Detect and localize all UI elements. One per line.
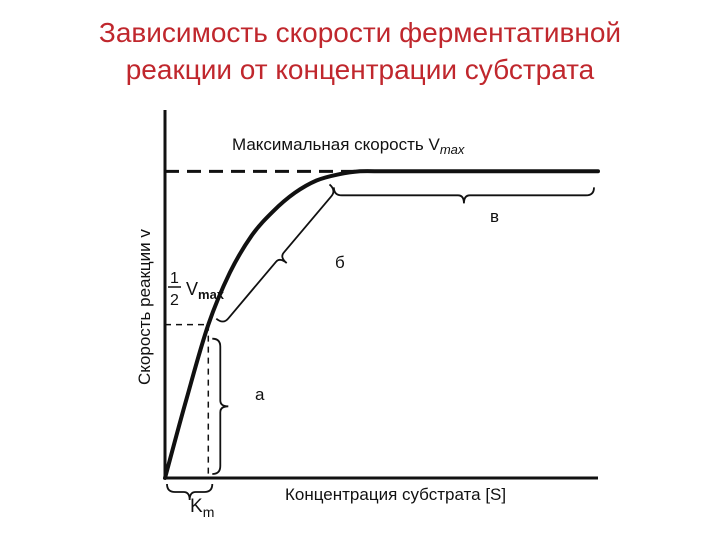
x-axis-label: Концентрация субстрата [S] [285, 485, 506, 504]
half-numerator: 1 [170, 270, 179, 287]
brace-km [166, 483, 214, 501]
slide-title: Зависимость скорости ферментативной реак… [0, 14, 720, 88]
km-label: Km [190, 496, 214, 520]
title-line-2: реакции от концентрации субстрата [125, 54, 595, 85]
region-c-label: в [490, 207, 499, 226]
half-denominator: 2 [170, 292, 179, 309]
brace-region-a [212, 337, 229, 475]
brace-region-b [215, 183, 335, 323]
title-line-1: Зависимость скорости ферментативной [98, 17, 622, 48]
region-a-label: а [255, 385, 265, 404]
region-b-label: б [335, 253, 345, 272]
half-vmax-label: 1 2 Vmax [168, 270, 225, 309]
vmax-label: Максимальная скорость Vmax [232, 135, 465, 157]
half-vmax-text: Vmax [186, 279, 225, 302]
brace-region-c [332, 187, 595, 204]
y-axis-label: Скорость реакции v [135, 229, 154, 385]
velocity-curve [163, 169, 600, 480]
